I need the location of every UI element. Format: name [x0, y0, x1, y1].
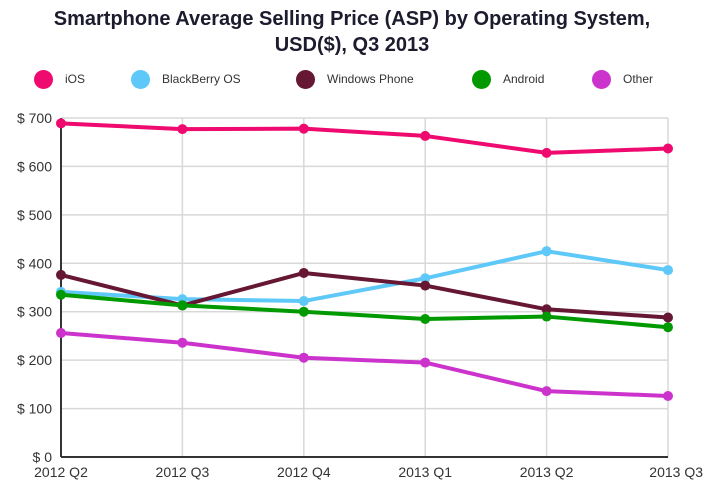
- data-point: [663, 322, 673, 333]
- data-point: [541, 304, 552, 315]
- data-point: [298, 123, 309, 134]
- y-tick-label: $ 400: [17, 255, 52, 271]
- data-point: [56, 269, 66, 280]
- data-point: [663, 143, 673, 154]
- data-point: [420, 357, 431, 368]
- data-point: [56, 289, 66, 300]
- data-point: [177, 124, 188, 135]
- data-point: [298, 296, 309, 307]
- data-point: [420, 313, 431, 324]
- data-point: [541, 311, 552, 322]
- series-lines: [56, 118, 673, 401]
- data-point: [663, 312, 673, 323]
- legend-label: Windows Phone: [327, 72, 414, 86]
- y-tick-label: $ 100: [17, 401, 52, 417]
- data-point: [420, 130, 431, 141]
- data-point: [56, 118, 66, 129]
- data-point: [541, 246, 552, 257]
- series-ios: [56, 118, 673, 158]
- legend-marker-android-icon: [472, 69, 491, 89]
- legend-item-android[interactable]: Android: [472, 68, 544, 90]
- data-point: [177, 300, 188, 311]
- data-point: [541, 147, 552, 158]
- axes: [60, 118, 668, 458]
- data-point: [177, 337, 188, 348]
- legend-item-ios[interactable]: iOS: [34, 68, 85, 90]
- legend: iOS BlackBerry OS Windows Phone Android …: [0, 68, 704, 90]
- data-point: [56, 328, 66, 339]
- y-tick-label: $ 200: [17, 352, 52, 368]
- x-tick-label: 2013 Q1: [398, 464, 452, 480]
- series-line: [60, 270, 669, 320]
- data-point: [298, 306, 309, 317]
- data-point: [663, 390, 673, 401]
- y-tick-label: $ 300: [17, 304, 52, 320]
- series-line: [60, 121, 669, 155]
- x-tick-label: 2013 Q3: [649, 464, 703, 480]
- legend-marker-ios-icon: [34, 69, 53, 89]
- y-tick-label: $ 500: [17, 207, 52, 223]
- legend-item-windows-phone[interactable]: Windows Phone: [296, 68, 414, 90]
- series-line: [60, 292, 669, 330]
- data-point: [420, 280, 431, 291]
- x-tick-label: 2013 Q2: [520, 464, 574, 480]
- data-point: [298, 352, 309, 363]
- series-other: [56, 328, 673, 401]
- legend-marker-blackberry-icon: [131, 69, 150, 89]
- series-line: [60, 331, 669, 398]
- chart-title-line-2: USD($), Q3 2013: [274, 34, 430, 56]
- legend-label: iOS: [65, 72, 86, 86]
- legend-marker-other-icon: [592, 69, 611, 89]
- legend-label: BlackBerry OS: [162, 72, 241, 86]
- legend-item-other[interactable]: Other: [592, 68, 653, 90]
- series-line: [60, 249, 669, 304]
- chart-title-line-1: Smartphone Average Selling Price (ASP) b…: [53, 8, 651, 30]
- y-tick-label: $ 700: [17, 110, 52, 126]
- data-point: [298, 267, 309, 278]
- legend-marker-windows-phone-icon: [296, 69, 315, 89]
- y-tick-label: $ 600: [17, 158, 52, 174]
- x-tick-label: 2012 Q3: [156, 464, 210, 480]
- y-tick-label: $ 0: [33, 449, 53, 465]
- data-point: [420, 273, 431, 284]
- data-point: [541, 386, 552, 397]
- x-tick-label: 2012 Q4: [277, 464, 331, 480]
- legend-label: Android: [503, 72, 545, 86]
- x-axis-ticks: 2012 Q2 2012 Q3 2012 Q4 2013 Q1 2013 Q2 2013 …: [34, 464, 703, 480]
- x-tick-label: 2012 Q2: [34, 464, 88, 480]
- y-axis-ticks: $ 0 $ 100 $ 200 $ 300 $ 400 $ 500 $ 600 $ 700: [17, 110, 52, 465]
- legend-item-blackberry[interactable]: BlackBerry OS: [131, 68, 241, 90]
- legend-label: Other: [623, 72, 654, 86]
- grid: [61, 117, 669, 457]
- chart-title: Smartphone Average Selling Price (ASP) b…: [0, 6, 704, 58]
- series-android: [56, 289, 673, 333]
- series-windows-phone: [56, 267, 673, 323]
- data-point: [663, 265, 673, 276]
